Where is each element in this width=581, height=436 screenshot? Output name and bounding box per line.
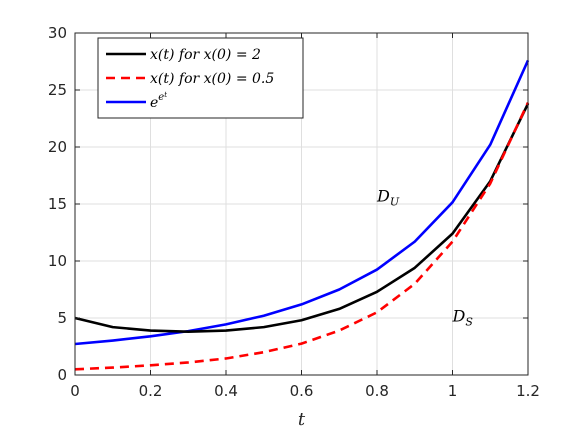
x-tick-label-0: 0: [70, 382, 80, 400]
x-axis-label: t: [298, 409, 306, 430]
legend-label-2: eet: [150, 91, 167, 111]
x-tick-label-3: 0.6: [290, 382, 314, 400]
series-group: [74, 59, 530, 371]
y-tick-label-3: 15: [48, 195, 67, 213]
series-line-0: [74, 103, 530, 333]
y-tick-label-6: 30: [48, 24, 67, 42]
x-tick-label-2: 0.4: [214, 382, 238, 400]
series-line-1: [74, 101, 530, 371]
x-tick-label-4: 0.8: [365, 382, 389, 400]
legend-box: [97, 37, 304, 119]
ticks: 0 0.2 0.4 0.6 0.8 1 1.2 0 5 10 15 20 25 30: [48, 24, 540, 400]
legend-label-1: x(t) for x(0) = 0.5: [150, 71, 274, 87]
y-tick-label-2: 10: [48, 252, 67, 270]
x-tick-label-5: 1: [448, 382, 458, 400]
annotation-1: DS: [452, 306, 474, 328]
x-tick-label-1: 0.2: [139, 382, 163, 400]
y-tick-label-1: 5: [57, 309, 67, 327]
series-line-2: [74, 59, 530, 346]
y-tick-label-0: 0: [57, 366, 67, 384]
legend: x(t) for x(0) = 2 x(t) for x(0) = 0.5 eet: [97, 37, 304, 119]
y-tick-label-4: 20: [48, 138, 67, 156]
legend-label-0: x(t) for x(0) = 2: [150, 47, 261, 63]
y-tick-label-5: 25: [48, 81, 67, 99]
x-tick-label-6: 1.2: [516, 382, 540, 400]
annotation-0: DU: [376, 187, 400, 209]
